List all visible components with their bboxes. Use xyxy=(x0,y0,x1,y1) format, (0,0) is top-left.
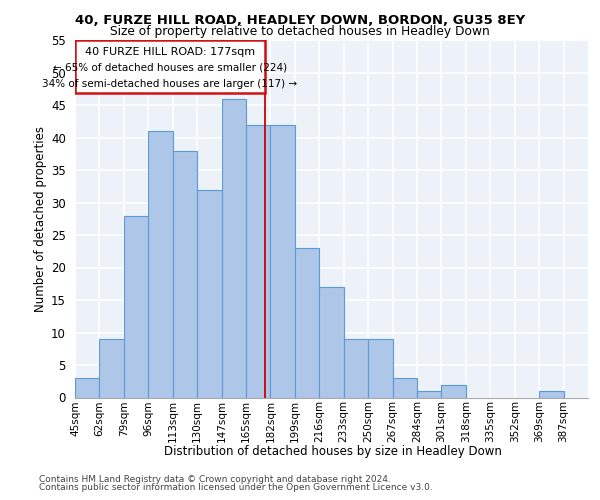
Bar xyxy=(246,124,271,398)
Text: Distribution of detached houses by size in Headley Down: Distribution of detached houses by size … xyxy=(164,444,502,458)
Bar xyxy=(417,391,442,398)
Bar xyxy=(124,216,148,398)
Bar xyxy=(392,378,417,398)
Bar xyxy=(75,378,100,398)
Bar xyxy=(295,248,319,398)
Bar xyxy=(221,98,246,398)
Bar xyxy=(442,384,466,398)
Text: 40 FURZE HILL ROAD: 177sqm: 40 FURZE HILL ROAD: 177sqm xyxy=(85,46,255,56)
Text: Contains public sector information licensed under the Open Government Licence v3: Contains public sector information licen… xyxy=(39,484,433,492)
Bar xyxy=(368,339,392,398)
Bar xyxy=(271,124,295,398)
Text: 40, FURZE HILL ROAD, HEADLEY DOWN, BORDON, GU35 8EY: 40, FURZE HILL ROAD, HEADLEY DOWN, BORDO… xyxy=(75,14,525,27)
Text: ← 65% of detached houses are smaller (224): ← 65% of detached houses are smaller (22… xyxy=(53,62,287,72)
Bar xyxy=(319,287,344,398)
Bar xyxy=(344,339,368,398)
Text: Contains HM Land Registry data © Crown copyright and database right 2024.: Contains HM Land Registry data © Crown c… xyxy=(39,474,391,484)
Bar xyxy=(539,391,563,398)
Bar xyxy=(148,131,173,398)
Bar xyxy=(75,40,265,94)
Bar xyxy=(197,190,221,398)
Text: Size of property relative to detached houses in Headley Down: Size of property relative to detached ho… xyxy=(110,25,490,38)
Y-axis label: Number of detached properties: Number of detached properties xyxy=(34,126,47,312)
Bar xyxy=(100,339,124,398)
Bar xyxy=(173,150,197,398)
Text: 34% of semi-detached houses are larger (117) →: 34% of semi-detached houses are larger (… xyxy=(42,78,298,88)
